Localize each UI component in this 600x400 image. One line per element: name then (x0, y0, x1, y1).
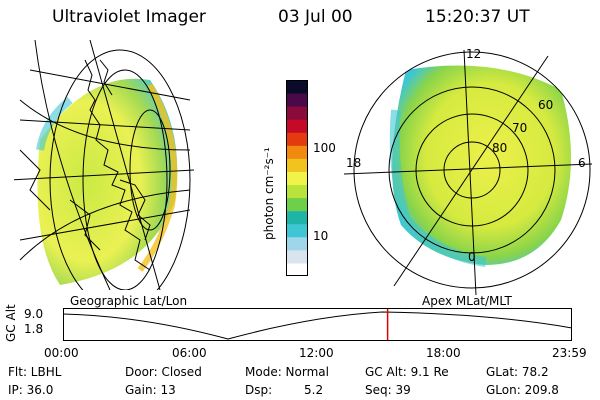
colorbar-tick-10: 10 (313, 229, 329, 243)
timeline-y-top: 9.0 (24, 307, 44, 321)
timeline-tick-0000: 00:00 (44, 346, 79, 360)
colorbar-swatch (286, 80, 308, 94)
seq-info: Seq: 39 (365, 383, 411, 397)
colorbar-swatch (286, 184, 308, 199)
timeline-tick-2359: 23:59 (552, 346, 587, 360)
colorbar-tick-100: 100 (313, 141, 336, 155)
colorbar-swatch (286, 249, 308, 264)
mode-info: Mode: Normal (245, 365, 329, 379)
geographic-caption: Geographic Lat/Lon (70, 294, 188, 308)
timeline-plot (62, 308, 573, 341)
colorbar-swatch (286, 158, 308, 172)
colorbar-swatch (286, 119, 308, 133)
date-label: 03 Jul 00 (278, 7, 353, 27)
filter-info: Flt: LBHL (8, 365, 62, 379)
colorbar (286, 80, 308, 277)
colorbar-swatch (286, 236, 308, 251)
mlat-80-label: 80 (492, 141, 508, 155)
mlat-70-label: 70 (512, 121, 528, 135)
door-info: Door: Closed (125, 365, 202, 379)
colorbar-swatch (286, 197, 308, 212)
colorbar-swatch (286, 106, 308, 120)
timeline-tick-1200: 12:00 (299, 346, 334, 360)
polar-image (343, 49, 593, 296)
mlt-18-label: 18 (346, 156, 362, 170)
colorbar-unit-label: photon cm⁻²s⁻¹ (262, 147, 276, 240)
time-label: 15:20:37 UT (425, 7, 530, 27)
colorbar-swatch (286, 262, 308, 277)
mlt-0-label: 0 (468, 250, 476, 264)
colorbar-swatch (286, 171, 308, 186)
glat-info: GLat: 78.2 (486, 365, 549, 379)
apex-caption: Apex MLat/MLT (422, 294, 512, 308)
timeline-tick-0600: 06:00 (172, 346, 207, 360)
timeline-axis-label: GC Alt (4, 304, 18, 342)
ip-info: IP: 36.0 (8, 383, 54, 397)
mlt-6-label: 6 (578, 156, 586, 170)
colorbar-border (286, 80, 308, 276)
colorbar-swatch (286, 145, 308, 159)
glon-info: GLon: 209.8 (486, 383, 559, 397)
colorbar-swatch (286, 223, 308, 238)
mlt-12-label: 12 (466, 47, 482, 61)
dsp-value: 5.2 (304, 383, 324, 397)
dsp-label: Dsp: (245, 383, 273, 397)
mlat-60-label: 60 (538, 98, 554, 112)
gain-info: Gain: 13 (125, 383, 176, 397)
colorbar-swatch (286, 210, 308, 225)
timeline-y-bottom: 1.8 (24, 322, 44, 336)
gcalt-info: GC Alt: 9.1 Re (365, 365, 449, 379)
colorbar-swatch (286, 132, 308, 146)
instrument-title: Ultraviolet Imager (52, 7, 206, 27)
geographic-image (14, 39, 194, 290)
colorbar-swatch (286, 93, 308, 107)
timeline-tick-1800: 18:00 (426, 346, 461, 360)
